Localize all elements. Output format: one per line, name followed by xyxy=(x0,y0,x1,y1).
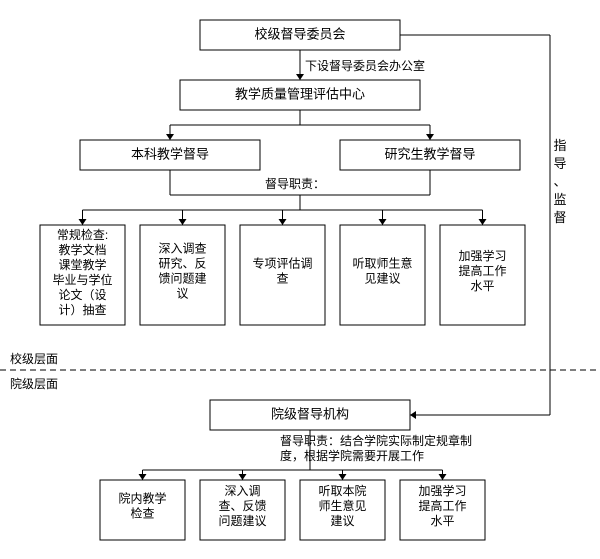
arrow-dept-resp-3-head xyxy=(439,474,447,480)
arrow-resp-1-head xyxy=(179,219,187,225)
label-level-school: 校级层面 xyxy=(10,351,58,366)
label-ug: 本科教学督导 xyxy=(131,146,209,161)
arrow-dept-resp-1-head xyxy=(239,474,247,480)
arrow-tc-qa-head xyxy=(296,74,304,80)
label-qa-center: 教学质量管理评估中心 xyxy=(235,86,365,101)
label-duties: 督导职责： xyxy=(265,176,325,191)
label-level-dept: 院级层面 xyxy=(10,377,58,391)
arrow-resp-2-head xyxy=(279,219,287,225)
arrow-resp-3-head xyxy=(379,219,387,225)
arrow-dept-resp-2-head xyxy=(339,474,347,480)
label-dept-duties: 督导职责：结合学院实际制定规章制度，根据学院需要开展工作 xyxy=(280,433,472,463)
label-side-guide: 指导、监督 xyxy=(553,138,566,225)
label-top-committee: 校级督导委员会 xyxy=(254,26,345,41)
arrow-back-into-dept-head xyxy=(410,411,416,419)
arrow-dept-resp-0-head xyxy=(139,474,147,480)
arrow-to-ug-head xyxy=(166,134,174,140)
arrow-to-pg-head xyxy=(426,134,434,140)
label-dept-org: 院级督导机构 xyxy=(271,406,349,421)
label-pg: 研究生教学督导 xyxy=(384,146,475,161)
label-dept-resp-1: 深入调查、反馈问题建议 xyxy=(218,484,266,528)
arrow-resp-0-head xyxy=(79,219,87,225)
arrow-resp-4-head xyxy=(479,219,487,225)
label-office: 下设督导委员会办公室 xyxy=(305,58,425,73)
